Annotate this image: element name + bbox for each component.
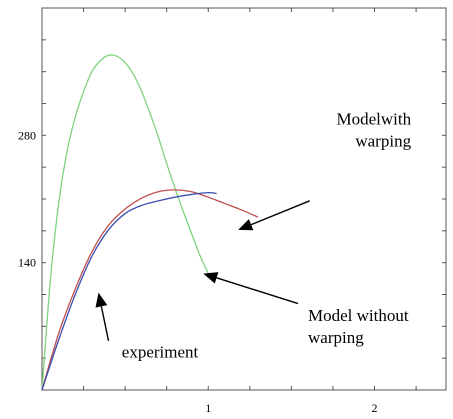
arrow-layer — [95, 201, 309, 341]
plot-frame — [42, 8, 446, 390]
annotation-label: warping — [308, 328, 364, 347]
y-tick-label: 140 — [18, 256, 36, 270]
annotation-label: Modelwith — [336, 109, 411, 128]
label-layer: Modelwith warping Model without warping expe… — [122, 109, 412, 361]
x-tick-label: 2 — [372, 401, 378, 415]
annotation-arrow — [238, 201, 309, 230]
annotation-arrow — [203, 272, 298, 304]
y-tick-label: 280 — [18, 128, 36, 142]
plot-area — [42, 8, 446, 390]
series-line-model-without-warping — [42, 55, 208, 390]
annotation-label: warping — [355, 131, 411, 150]
annotation-arrow — [95, 293, 108, 341]
axes-ticks: 1 2 140 280 — [18, 8, 446, 415]
annotation-label: experiment — [122, 342, 199, 361]
annotation-label: Model without — [308, 306, 409, 325]
series-layer — [42, 55, 258, 390]
x-tick-label: 1 — [205, 401, 211, 415]
